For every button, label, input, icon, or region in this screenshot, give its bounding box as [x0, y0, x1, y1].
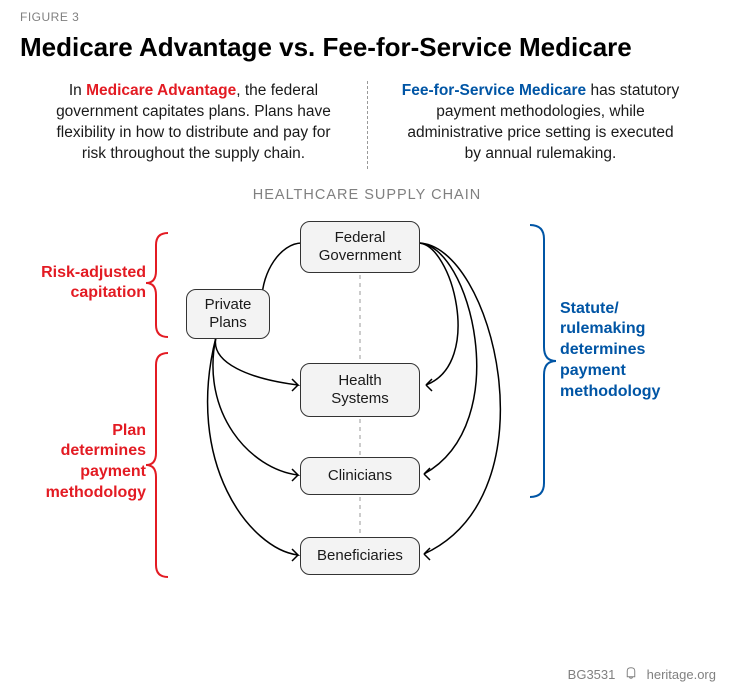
- vertical-divider-top: [367, 81, 368, 169]
- figure-label: FIGURE 3: [0, 0, 734, 24]
- diagram-area: FederalGovernment PrivatePlans HealthSyste…: [0, 203, 734, 643]
- desc-right-bold: Fee-for-Service Medicare: [402, 82, 586, 99]
- node-private: PrivatePlans: [186, 289, 270, 339]
- side-label-statute: Statute/rulemakingdeterminespaymentmetho…: [560, 299, 710, 403]
- footer-site: heritage.org: [647, 667, 716, 682]
- node-benef: Beneficiaries: [300, 537, 420, 575]
- page-title: Medicare Advantage vs. Fee-for-Service M…: [0, 24, 734, 81]
- bell-icon: [625, 667, 641, 682]
- side-label-risk: Risk-adjustedcapitation: [18, 263, 146, 305]
- footer-code: BG3531: [568, 667, 616, 682]
- description-row: In Medicare Advantage, the federal gover…: [0, 81, 734, 165]
- footer: BG3531 heritage.org: [568, 667, 716, 682]
- desc-right: Fee-for-Service Medicare has statutory p…: [367, 81, 714, 165]
- node-health: HealthSystems: [300, 363, 420, 417]
- desc-left-pre: In: [69, 82, 86, 99]
- node-federal: FederalGovernment: [300, 221, 420, 273]
- chain-label: HEALTHCARE SUPPLY CHAIN: [0, 187, 734, 203]
- desc-left: In Medicare Advantage, the federal gover…: [20, 81, 367, 165]
- node-clin: Clinicians: [300, 457, 420, 495]
- desc-left-bold: Medicare Advantage: [86, 82, 236, 99]
- side-label-plan: Plandeterminespaymentmethodology: [18, 421, 146, 504]
